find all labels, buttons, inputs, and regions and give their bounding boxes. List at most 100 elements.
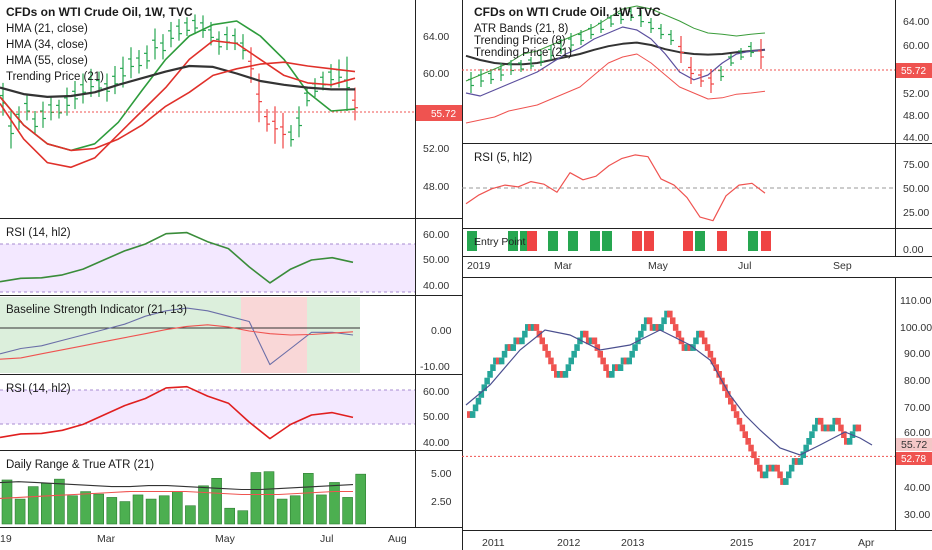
atr-bar: [67, 495, 78, 525]
renko-brick: [713, 364, 719, 371]
renko-brick: [646, 317, 653, 325]
right-main-tick: 52.00: [903, 88, 929, 100]
legend-hma55: HMA (55, close): [6, 55, 88, 67]
renko-brick: [754, 458, 760, 465]
atr-range-line: [0, 490, 353, 499]
right-x-tick: Mar: [554, 260, 573, 272]
right-price-tag-label: 55.72: [901, 66, 926, 77]
rsi1-tick: 60.00: [423, 229, 449, 241]
renko-brick: [701, 337, 708, 345]
renko-brick: [623, 357, 630, 365]
trending-8-line: [465, 26, 766, 97]
renko-brick: [643, 317, 650, 325]
renko-x-tick: 2011: [482, 537, 505, 549]
entry-box: [527, 231, 537, 251]
left-x-tick: May: [215, 533, 236, 545]
renko-x-tick: Apr: [858, 537, 875, 549]
rsi1-band: [0, 244, 415, 292]
renko-brick: [826, 424, 833, 432]
renko-brick: [855, 424, 862, 432]
renko-x-tick: 2015: [730, 537, 754, 549]
renko-brick: [832, 417, 838, 425]
renko-brick: [788, 464, 795, 472]
entry-box: [717, 231, 727, 251]
renko-brick: [562, 371, 569, 378]
entry-box: [590, 231, 600, 251]
left-x-tick: Aug: [388, 533, 407, 545]
atr-bar: [198, 485, 209, 525]
renko-brick: [670, 317, 676, 325]
renko-brick: [786, 471, 792, 479]
renko-brick: [841, 431, 847, 438]
renko-brick: [556, 371, 563, 378]
atr-true-line: [0, 481, 354, 491]
left-x-tick: Jul: [320, 533, 333, 545]
rsi5-line: [465, 154, 766, 222]
renko-brick: [844, 438, 850, 445]
atr-bar: [342, 497, 353, 525]
renko-brick: [600, 357, 606, 365]
atr-bar: [237, 510, 249, 525]
renko-brick: [516, 337, 522, 345]
renko-brick: [565, 364, 572, 371]
atr-bar: [302, 473, 314, 525]
rsi2-title: RSI (14, hl2): [6, 383, 71, 395]
bsi-title: Baseline Strength Indicator (21, 13): [6, 304, 187, 316]
renko-brick: [745, 438, 751, 445]
renko-brick: [617, 364, 624, 371]
renko-brick: [469, 411, 476, 418]
renko-brick: [519, 337, 525, 345]
entry-box: [761, 231, 771, 251]
renko-brick: [481, 384, 487, 392]
right-x-tick: May: [648, 260, 669, 272]
renko-brick: [759, 471, 766, 479]
atr-bar: [93, 493, 104, 525]
renko-brick: [522, 330, 528, 338]
trending-21-line: [465, 41, 766, 66]
atr-bar: [355, 473, 367, 525]
entry-box: [548, 231, 558, 251]
renko-brick: [507, 344, 514, 351]
renko-brick: [513, 337, 519, 345]
renko-brick: [490, 364, 496, 371]
renko-brick: [574, 344, 580, 351]
renko-brick: [527, 324, 534, 331]
left-price-tag: [416, 105, 462, 121]
rsi2-line: [0, 385, 354, 440]
renko-brick: [545, 350, 551, 358]
renko-tick: 60.00: [904, 427, 930, 439]
right-x-tick: Jul: [738, 260, 751, 272]
renko-brick: [472, 404, 479, 412]
renko-brick: [629, 350, 635, 358]
renko-brick: [568, 357, 574, 365]
bsi-tick: -10.00: [420, 361, 450, 373]
rsi2-tick: 50.00: [423, 411, 449, 423]
renko-brick: [768, 464, 775, 472]
renko-brick: [559, 371, 566, 378]
atr-bar: [40, 482, 52, 525]
renko-brick: [667, 310, 673, 318]
legend-atr-bands: ATR Bands (21, 8): [474, 23, 569, 35]
atr-bar: [211, 478, 222, 525]
renko-brick: [612, 364, 618, 371]
renko-brick: [774, 464, 780, 472]
rsi1-tick: 50.00: [423, 254, 449, 266]
entry-box: [644, 231, 654, 251]
rsi1-line: [0, 231, 354, 284]
rsi5-tick: 50.00: [903, 183, 929, 195]
renko-brick: [658, 324, 664, 331]
renko-brick: [675, 330, 682, 338]
rsi1-title: RSI (14, hl2): [6, 227, 71, 239]
renko-brick: [638, 330, 644, 338]
atr-tick: 5.00: [431, 468, 452, 480]
renko-tick: 30.00: [904, 509, 930, 521]
hma55-line: [0, 64, 355, 99]
right-main-tick: 48.00: [903, 110, 929, 122]
renko-tick: 70.00: [904, 402, 930, 414]
rsi5-tick: 25.00: [903, 207, 929, 219]
renko-brick: [620, 357, 627, 365]
renko-brick: [687, 344, 693, 351]
renko-brick: [498, 357, 505, 365]
entry-box: [683, 231, 693, 251]
